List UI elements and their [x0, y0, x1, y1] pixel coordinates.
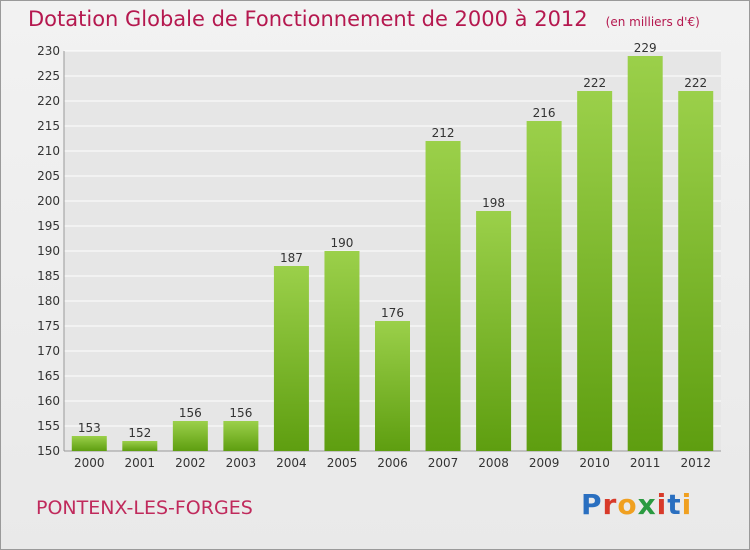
y-tick-label: 230 [37, 44, 60, 58]
bar [375, 321, 410, 451]
x-tick-label: 2005 [327, 456, 358, 470]
x-tick-label: 2008 [478, 456, 509, 470]
y-tick-label: 180 [37, 294, 60, 308]
y-tick-label: 160 [37, 394, 60, 408]
data-label: 153 [78, 421, 101, 435]
y-tick-label: 175 [37, 319, 60, 333]
logo-letter: x [637, 488, 657, 521]
logo-letter: t [667, 488, 682, 521]
bar [627, 56, 663, 451]
bar [526, 121, 562, 451]
commune-name: PONTENX-LES-FORGES [36, 497, 253, 519]
x-tick-label: 2003 [226, 456, 257, 470]
data-label: 229 [634, 41, 657, 55]
data-label: 222 [684, 76, 707, 90]
y-tick-label: 210 [37, 144, 60, 158]
x-tick-label: 2004 [276, 456, 307, 470]
data-label: 156 [229, 406, 252, 420]
data-label: 216 [533, 106, 556, 120]
chart-unit: (en milliers d'€) [605, 15, 700, 29]
y-tick-label: 205 [37, 169, 60, 183]
bar [122, 441, 158, 451]
data-label: 156 [179, 406, 202, 420]
y-tick-label: 185 [37, 269, 60, 283]
x-tick-label: 2006 [377, 456, 408, 470]
y-tick-label: 220 [37, 94, 60, 108]
logo-letter: i [681, 488, 693, 521]
y-tick-label: 225 [37, 69, 60, 83]
bar [476, 211, 512, 451]
x-tick-label: 2009 [529, 456, 560, 470]
y-tick-label: 215 [37, 119, 60, 133]
bar [223, 421, 259, 451]
data-label: 187 [280, 251, 303, 265]
y-tick-label: 200 [37, 194, 60, 208]
y-tick-label: 190 [37, 244, 60, 258]
data-label: 198 [482, 196, 505, 210]
logo-letter: P [581, 488, 603, 521]
title-row: Dotation Globale de Fonctionnement de 20… [28, 7, 700, 31]
x-tick-label: 2001 [125, 456, 156, 470]
data-label: 152 [128, 426, 151, 440]
y-tick-label: 150 [37, 444, 60, 458]
data-label: 176 [381, 306, 404, 320]
x-tick-label: 2000 [74, 456, 105, 470]
chart-title: Dotation Globale de Fonctionnement de 20… [28, 7, 588, 31]
y-tick-label: 170 [37, 344, 60, 358]
x-tick-label: 2011 [630, 456, 661, 470]
x-tick-label: 2012 [680, 456, 711, 470]
bar [678, 91, 714, 451]
x-tick-label: 2002 [175, 456, 206, 470]
logo-letter: r [602, 488, 618, 521]
x-tick-label: 2010 [579, 456, 610, 470]
y-tick-label: 165 [37, 369, 60, 383]
bar [324, 251, 360, 451]
y-tick-label: 195 [37, 219, 60, 233]
x-tick-label: 2007 [428, 456, 459, 470]
data-label: 190 [331, 236, 354, 250]
data-label: 222 [583, 76, 606, 90]
logo-letter: o [617, 488, 638, 521]
logo-letter: i [656, 488, 668, 521]
bar [577, 91, 613, 451]
bar [425, 141, 461, 451]
bar [273, 266, 309, 451]
data-label: 212 [432, 126, 455, 140]
y-tick-label: 155 [37, 419, 60, 433]
bar [172, 421, 208, 451]
proxiti-logo: Proxiti [581, 488, 692, 521]
bar [71, 436, 107, 451]
